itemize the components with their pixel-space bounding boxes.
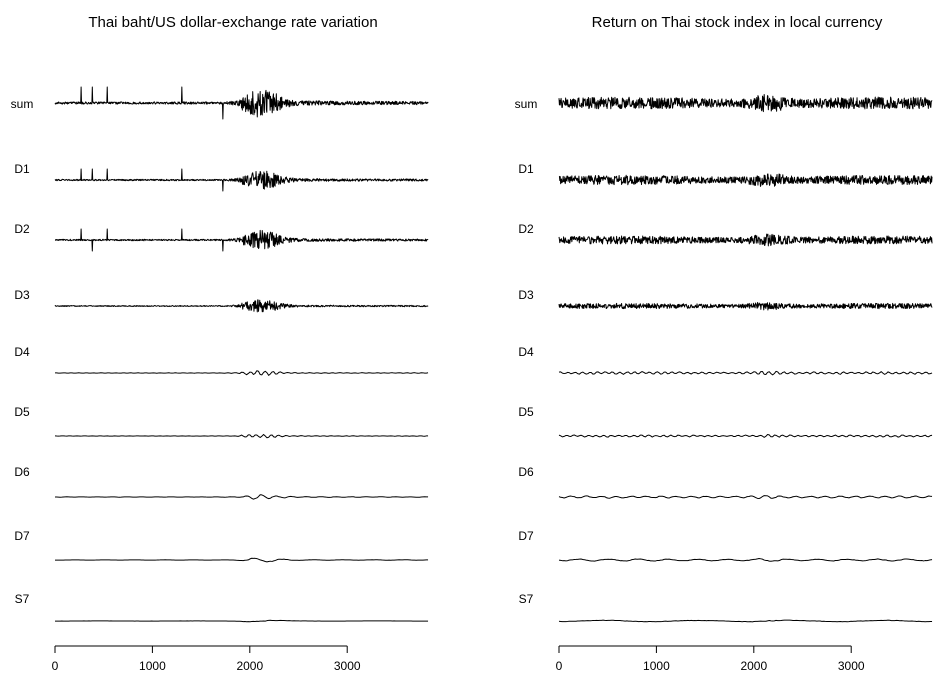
x-tick-label: 1000 [139, 659, 166, 673]
series-line-d4 [54, 370, 429, 376]
panel-exchange-rate: Thai baht/US dollar-exchange rate variat… [11, 14, 429, 673]
series-line-d4 [558, 370, 933, 376]
series-line-sum [558, 94, 933, 113]
series-label: D5 [518, 405, 534, 419]
series-line-d1 [558, 173, 933, 187]
series-line-s7 [54, 619, 429, 623]
series-label: D3 [14, 288, 30, 302]
series-line-d3 [558, 302, 933, 311]
series-label: D7 [518, 529, 534, 543]
series-line-sum [54, 86, 429, 120]
chart-title: Thai baht/US dollar-exchange rate variat… [88, 14, 377, 31]
series-label: S7 [15, 592, 30, 606]
series-line-d2 [54, 228, 429, 252]
chart-title: Return on Thai stock index in local curr… [592, 14, 883, 31]
x-tick-label: 3000 [838, 659, 865, 673]
series-line-d6 [558, 495, 933, 500]
series-label: D6 [518, 465, 534, 479]
x-tick-label: 0 [556, 659, 563, 673]
series-label: D4 [14, 345, 30, 359]
series-line-d7 [54, 557, 429, 563]
series-label: D3 [518, 288, 534, 302]
series-line-d2 [558, 233, 933, 247]
series-label: sum [515, 97, 538, 111]
series-label: sum [11, 97, 34, 111]
series-line-s7 [558, 619, 933, 623]
series-line-d6 [54, 494, 429, 500]
x-tick-label: 0 [52, 659, 59, 673]
x-tick-label: 2000 [236, 659, 263, 673]
series-line-d1 [54, 168, 429, 192]
series-line-d5 [54, 433, 429, 439]
series-label: D4 [518, 345, 534, 359]
series-line-d3 [54, 299, 429, 313]
series-label: S7 [519, 592, 534, 606]
panel-stock-index: Return on Thai stock index in local curr… [515, 14, 933, 673]
series-label: D1 [14, 162, 30, 176]
series-label: D7 [14, 529, 30, 543]
x-tick-label: 1000 [643, 659, 670, 673]
x-tick-label: 3000 [334, 659, 361, 673]
series-label: D6 [14, 465, 30, 479]
series-label: D2 [518, 222, 534, 236]
series-line-d7 [558, 557, 933, 562]
x-tick-label: 2000 [740, 659, 767, 673]
series-label: D2 [14, 222, 30, 236]
series-label: D5 [14, 405, 30, 419]
series-label: D1 [518, 162, 534, 176]
series-line-d5 [558, 434, 933, 438]
